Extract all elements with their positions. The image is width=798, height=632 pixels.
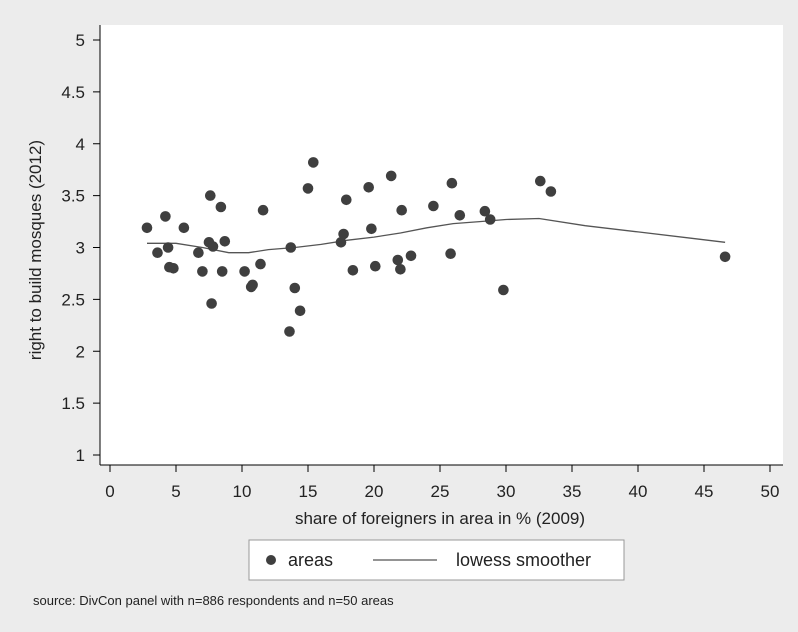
x-tick-label: 15 bbox=[299, 482, 318, 501]
scatter-point bbox=[445, 248, 456, 259]
y-tick-label: 1 bbox=[76, 446, 85, 465]
scatter-point bbox=[285, 242, 297, 253]
scatter-point bbox=[405, 250, 417, 262]
lowess-line bbox=[147, 217, 726, 254]
scatter-point bbox=[289, 282, 301, 294]
scatter-point bbox=[363, 182, 375, 193]
scatter-point bbox=[206, 298, 217, 309]
scatter-point bbox=[719, 251, 731, 263]
scatter-point bbox=[207, 241, 219, 252]
scatter-point bbox=[168, 263, 179, 274]
scatter-point bbox=[197, 266, 208, 277]
scatter-point bbox=[428, 200, 439, 212]
lowess-series bbox=[147, 217, 726, 254]
x-tick-label: 50 bbox=[761, 482, 780, 501]
scatter-point bbox=[255, 258, 266, 270]
scatter-point bbox=[216, 266, 228, 277]
x-axis-title: share of foreigners in area in % (2009) bbox=[295, 509, 585, 528]
scatter-point bbox=[160, 211, 171, 222]
scatter-point bbox=[385, 170, 397, 182]
scatter-point bbox=[205, 190, 216, 201]
scatter-series bbox=[141, 157, 731, 337]
scatter-point bbox=[284, 326, 295, 337]
y-tick-label: 2.5 bbox=[61, 290, 85, 309]
scatter-point bbox=[294, 305, 306, 317]
scatter-point bbox=[395, 264, 406, 275]
scatter-point bbox=[257, 204, 269, 216]
legend-label-lowess: lowess smoother bbox=[456, 550, 591, 570]
x-axis: 0 5 10 15 20 25 30 35 40 45 50 bbox=[100, 464, 783, 501]
scatter-point bbox=[152, 247, 163, 258]
x-tick-label: 30 bbox=[497, 482, 516, 501]
scatter-point bbox=[335, 237, 347, 248]
y-tick-label: 5 bbox=[76, 31, 85, 50]
scatter-point bbox=[446, 177, 458, 189]
scatter-point bbox=[392, 254, 404, 266]
scatter-point bbox=[247, 279, 258, 291]
scatter-point bbox=[366, 223, 377, 235]
y-tick-label: 3.5 bbox=[61, 187, 85, 206]
scatter-point bbox=[454, 210, 466, 221]
scatter-point bbox=[219, 236, 231, 247]
scatter-point bbox=[535, 175, 546, 187]
x-tick-label: 45 bbox=[695, 482, 714, 501]
scatter-point bbox=[141, 222, 153, 234]
x-tick-label: 25 bbox=[431, 482, 450, 501]
scatter-point bbox=[370, 260, 381, 272]
scatter-point bbox=[302, 183, 314, 194]
scatter-point bbox=[484, 214, 496, 225]
scatter-point bbox=[347, 265, 359, 276]
scatter-point bbox=[178, 222, 190, 234]
scatter-point bbox=[545, 186, 557, 197]
y-tick-label: 3 bbox=[76, 239, 85, 258]
legend-label-areas: areas bbox=[288, 550, 333, 570]
x-tick-label: 35 bbox=[563, 482, 582, 501]
scatter-point bbox=[498, 284, 509, 296]
scatter-point bbox=[215, 201, 227, 213]
y-axis-title: right to build mosques (2012) bbox=[26, 140, 45, 360]
legend-marker-areas bbox=[266, 555, 276, 565]
legend: areas lowess smoother bbox=[248, 539, 625, 581]
scatter-point bbox=[162, 242, 174, 253]
scatter-point bbox=[338, 228, 349, 240]
y-tick-label: 2 bbox=[76, 342, 85, 361]
y-tick-label: 1.5 bbox=[61, 394, 85, 413]
plot-area bbox=[100, 25, 783, 465]
scatter-point bbox=[239, 266, 250, 277]
scatter-point bbox=[341, 194, 352, 206]
y-axis: 1 1.5 2 2.5 3 3.5 4 4.5 5 bbox=[61, 25, 101, 465]
scatter-point bbox=[308, 157, 319, 168]
x-tick-label: 40 bbox=[629, 482, 648, 501]
scatter-point bbox=[479, 205, 491, 217]
x-tick-label: 5 bbox=[171, 482, 180, 501]
scatter-point bbox=[193, 247, 204, 258]
x-tick-label: 0 bbox=[105, 482, 114, 501]
y-tick-label: 4.5 bbox=[61, 83, 85, 102]
x-tick-label: 20 bbox=[365, 482, 384, 501]
source-note: source: DivCon panel with n=886 responde… bbox=[33, 593, 394, 608]
scatter-point bbox=[396, 204, 408, 216]
x-tick-label: 10 bbox=[233, 482, 252, 501]
y-tick-label: 4 bbox=[76, 135, 85, 154]
